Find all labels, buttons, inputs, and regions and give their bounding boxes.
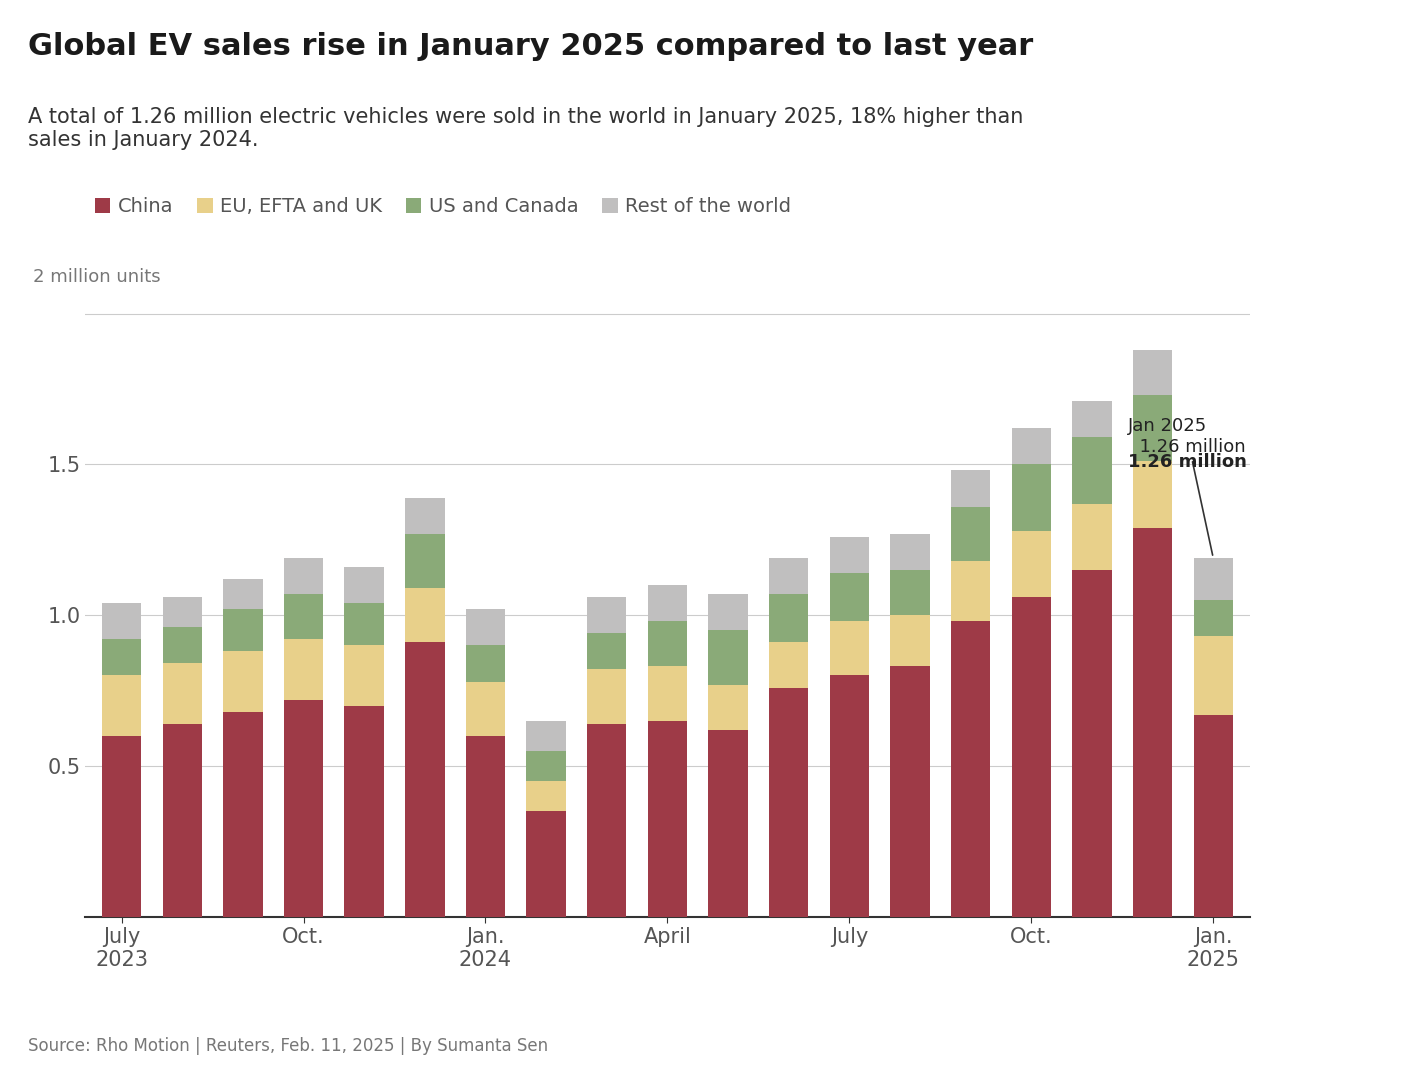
Bar (890, 534, 930, 570)
Bar (527, 781, 565, 811)
Bar (829, 676, 869, 917)
Bar (162, 663, 202, 724)
Bar (890, 666, 930, 917)
Bar (1072, 570, 1112, 917)
Legend: China, EU, EFTA and UK, US and Canada, Rest of the world: China, EU, EFTA and UK, US and Canada, R… (95, 197, 791, 216)
Bar (770, 558, 808, 594)
Text: Jan 2025
 1.26 million: Jan 2025 1.26 million (1129, 418, 1245, 555)
Bar (223, 579, 263, 609)
Bar (648, 585, 687, 621)
Bar (1011, 597, 1051, 917)
Bar (890, 615, 930, 666)
Bar (345, 706, 383, 917)
Bar (102, 603, 142, 640)
Bar (586, 633, 626, 669)
Bar (223, 609, 263, 651)
Bar (709, 684, 748, 730)
Bar (709, 730, 748, 917)
Bar (1072, 437, 1112, 503)
Bar (648, 721, 687, 917)
Bar (1011, 429, 1051, 465)
Bar (527, 721, 565, 750)
Text: Source: Rho Motion | Reuters, Feb. 11, 2025 | By Sumanta Sen: Source: Rho Motion | Reuters, Feb. 11, 2… (28, 1037, 548, 1055)
Bar (586, 597, 626, 633)
Bar (709, 594, 748, 630)
Bar (405, 534, 444, 588)
Bar (1011, 465, 1051, 531)
Bar (345, 603, 383, 645)
Bar (345, 645, 383, 706)
Bar (1193, 636, 1233, 714)
Bar (466, 645, 506, 681)
Bar (770, 688, 808, 917)
Text: 2 million units: 2 million units (33, 269, 160, 286)
Bar (162, 597, 202, 627)
Bar (1133, 395, 1173, 462)
Bar (890, 570, 930, 615)
Bar (1193, 714, 1233, 917)
Bar (102, 640, 142, 676)
Bar (345, 567, 383, 603)
Bar (829, 621, 869, 676)
Bar (466, 609, 506, 645)
Bar (648, 666, 687, 721)
Bar (770, 643, 808, 688)
Bar (951, 621, 990, 917)
Bar (527, 750, 565, 781)
Bar (102, 736, 142, 917)
Bar (102, 676, 142, 736)
Bar (223, 712, 263, 917)
Bar (284, 640, 324, 699)
Bar (1133, 350, 1173, 395)
Bar (1193, 600, 1233, 636)
Bar (709, 630, 748, 684)
Bar (829, 572, 869, 621)
Bar (284, 558, 324, 594)
Bar (951, 561, 990, 621)
Bar (162, 724, 202, 917)
Bar (1133, 462, 1173, 528)
Bar (1011, 531, 1051, 597)
Bar (284, 699, 324, 917)
Bar (1133, 528, 1173, 917)
Text: 1.26 million: 1.26 million (1129, 453, 1247, 471)
Bar (829, 537, 869, 572)
Bar (284, 594, 324, 640)
Bar (951, 506, 990, 561)
Bar (162, 627, 202, 663)
Bar (405, 643, 444, 917)
Bar (586, 724, 626, 917)
Bar (405, 498, 444, 534)
Bar (527, 811, 565, 917)
Text: A total of 1.26 million electric vehicles were sold in the world in January 2025: A total of 1.26 million electric vehicle… (28, 107, 1024, 150)
Bar (1072, 401, 1112, 437)
Bar (586, 669, 626, 724)
Text: Global EV sales rise in January 2025 compared to last year: Global EV sales rise in January 2025 com… (28, 32, 1034, 61)
Bar (1072, 503, 1112, 570)
Bar (466, 736, 506, 917)
Bar (1193, 558, 1233, 600)
Bar (770, 594, 808, 643)
Bar (405, 588, 444, 643)
Bar (648, 621, 687, 666)
Bar (466, 681, 506, 736)
Bar (951, 470, 990, 506)
Bar (223, 651, 263, 712)
